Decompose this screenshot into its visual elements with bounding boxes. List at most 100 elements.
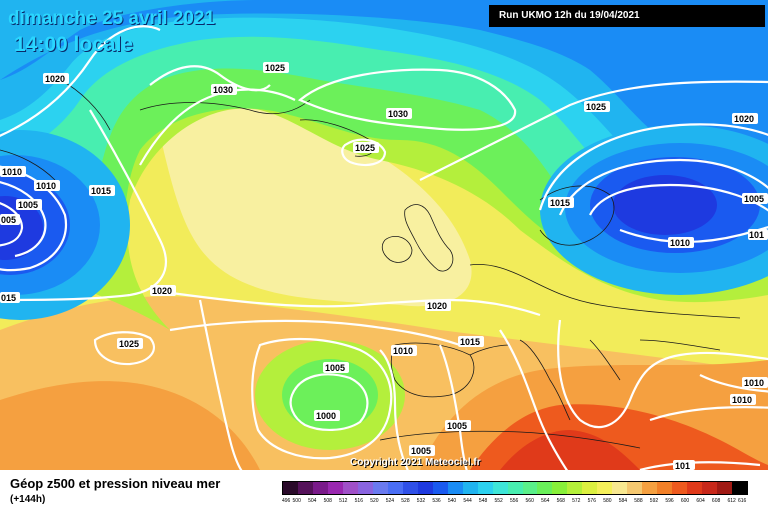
svg-text:1010: 1010 [393, 346, 413, 356]
svg-text:1010: 1010 [36, 181, 56, 191]
svg-text:1005: 1005 [744, 194, 764, 204]
scale-swatch [447, 482, 463, 494]
scale-swatch [672, 482, 688, 494]
scale-swatch [402, 482, 418, 494]
scale-swatch [522, 482, 538, 494]
scale-swatch [297, 482, 313, 494]
scale-label: 496 [282, 498, 291, 504]
scale-label: 596 [665, 498, 674, 504]
legend-title: Géop z500 et pression niveau mer [10, 476, 221, 491]
isobar-line [649, 406, 768, 422]
color-field-orange-south [0, 381, 260, 470]
svg-text:1020: 1020 [45, 74, 65, 84]
svg-text:1000: 1000 [316, 411, 336, 421]
isobar-label: 1025 [353, 142, 379, 153]
scale-swatch [432, 482, 448, 494]
scale-swatch [342, 482, 358, 494]
isobar-label: 1005 [445, 420, 471, 431]
scale-label: 556 [510, 498, 519, 504]
isobar-line [589, 183, 768, 216]
scale-label: 584 [618, 498, 628, 504]
isobar-line [251, 337, 393, 460]
svg-text:101: 101 [749, 230, 764, 240]
scale-label: 588 [634, 498, 643, 504]
isobar-label: 1000 [314, 410, 340, 421]
svg-text:1025: 1025 [586, 102, 606, 112]
isobar-line [0, 202, 24, 247]
isobar-line [139, 88, 296, 166]
isobar-line [538, 123, 768, 211]
cutoff-inner [282, 359, 378, 431]
scale-label: 564 [541, 498, 550, 504]
isobar-label: 1015 [548, 197, 574, 208]
scale-label: 544 [463, 498, 472, 504]
isobar-label: 005 [0, 214, 20, 225]
svg-text:1015: 1015 [460, 337, 480, 347]
isobar-label: 1030 [386, 108, 412, 119]
scale-label: 576 [587, 498, 596, 504]
scale-label: 516 [354, 498, 363, 504]
isobar-label: 1010 [391, 345, 417, 356]
scale-swatch [597, 482, 613, 494]
color-field-midblue [0, 0, 768, 162]
coastlines [0, 79, 741, 449]
scale-label: 548 [478, 498, 488, 504]
color-scale-labels: 496 500 504 508 512 516 520 524 528 532 536 540 544 5… [282, 498, 748, 508]
scale-swatch [657, 482, 673, 494]
isobar-line [619, 226, 768, 244]
isobar-line [289, 373, 369, 431]
svg-text:1020: 1020 [152, 286, 172, 296]
color-field-ridge [150, 88, 472, 307]
scale-label: 604 [696, 498, 705, 504]
svg-text:1025: 1025 [355, 143, 375, 153]
isobar-label: 1010 [34, 180, 60, 191]
svg-text:1010: 1010 [670, 238, 690, 248]
isobar-label: 1010 [730, 394, 756, 405]
scale-label: 568 [556, 498, 565, 504]
svg-text:1010: 1010 [744, 378, 764, 388]
isobar-label: 1025 [117, 338, 143, 349]
isobar-line [0, 165, 68, 272]
scale-swatch [492, 482, 508, 494]
svg-text:1010: 1010 [732, 395, 752, 405]
map-canvas: 1020 1025 1030 1030 1025 1010 1010 1005 … [0, 0, 768, 470]
scale-label: 520 [370, 498, 379, 504]
scale-label: 608 [711, 498, 721, 504]
scale-swatch [537, 482, 553, 494]
isobar-label: 1010 [742, 377, 768, 388]
isobar-line [0, 25, 161, 137]
isobar-line [557, 319, 768, 429]
isobar-label: 101 [748, 229, 768, 240]
scale-swatch [732, 482, 748, 494]
isobar-label: 1005 [409, 445, 435, 456]
isobar-line [499, 329, 569, 470]
isobar-label: 015 [0, 292, 20, 303]
isobar-label: 1005 [16, 199, 42, 210]
isobar-label: 1025 [584, 101, 610, 112]
svg-text:015: 015 [1, 293, 16, 303]
svg-text:1005: 1005 [325, 363, 345, 373]
scale-swatch [417, 482, 433, 494]
isobar-label: 1005 [742, 193, 768, 204]
run-info: Run UKMO 12h du 19/04/2021 [489, 5, 765, 27]
isobar-line [149, 288, 541, 317]
scale-swatch [687, 482, 703, 494]
isobar-line [558, 158, 768, 216]
isobar-line [198, 299, 243, 470]
scale-swatch [387, 482, 403, 494]
scale-label: 612 [727, 498, 736, 504]
scale-swatch [642, 482, 658, 494]
isobar-label: 1010 [668, 237, 694, 248]
scale-label: 580 [603, 498, 612, 504]
color-scale [282, 481, 748, 495]
scale-swatch [717, 482, 733, 494]
legend-footer: Géop z500 et pression niveau mer (+144h)… [0, 470, 768, 512]
copyright: Copyright 2021 Meteociel.fr [350, 457, 481, 468]
weather-map: 1020 1025 1030 1030 1025 1010 1010 1005 … [0, 0, 768, 470]
color-field-deepred [500, 430, 640, 470]
isobar-line [297, 68, 517, 131]
svg-text:1010: 1010 [2, 167, 22, 177]
isobar-label: 1015 [458, 336, 484, 347]
isobar-line [169, 319, 461, 347]
isobar-line [93, 331, 155, 366]
